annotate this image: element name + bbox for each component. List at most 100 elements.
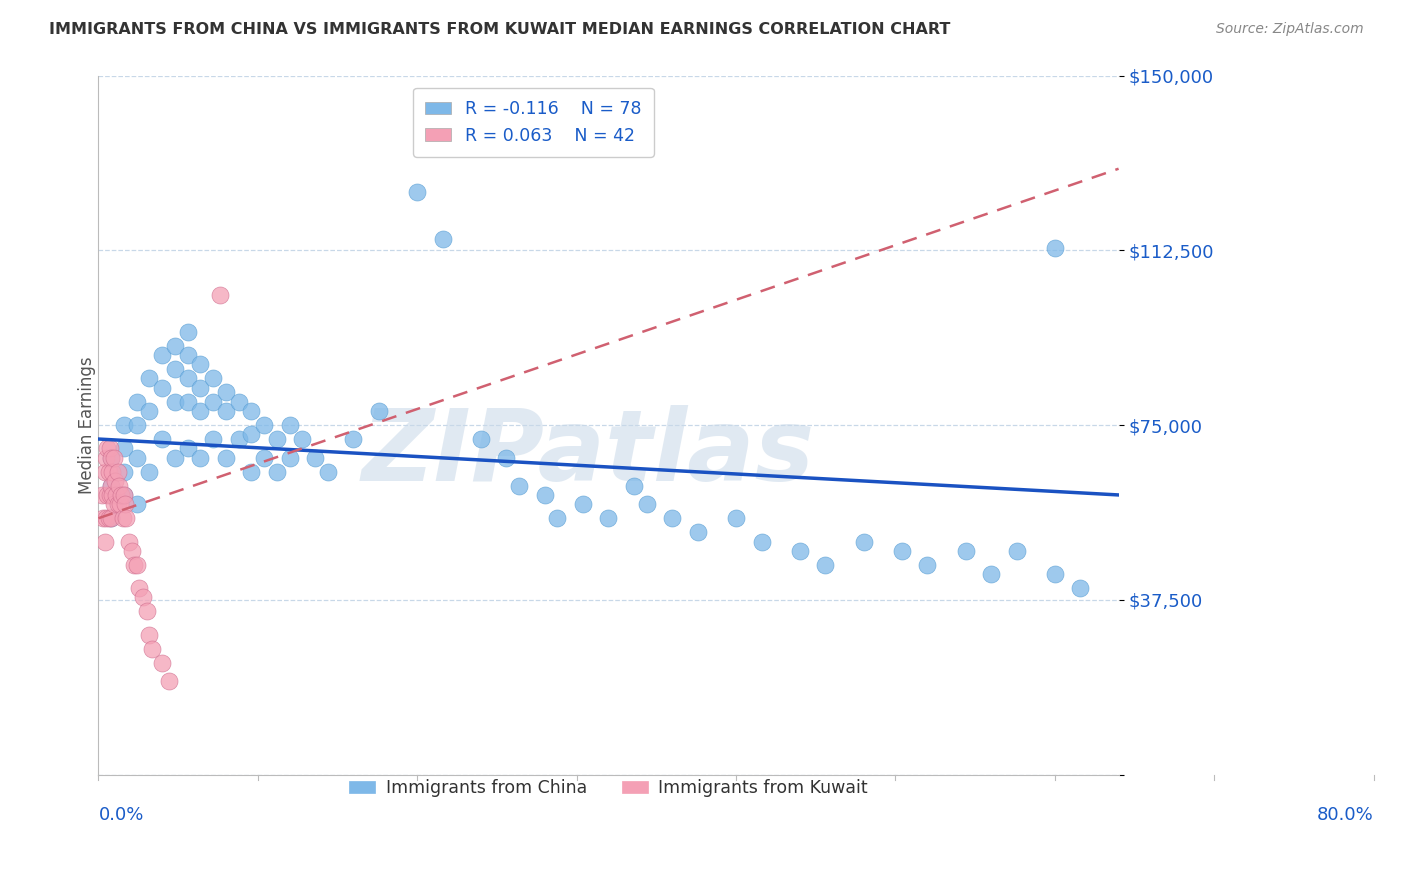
- Point: [125, 450, 148, 465]
- Point: [368, 404, 391, 418]
- Point: [138, 628, 160, 642]
- Point: [163, 450, 186, 465]
- Point: [103, 450, 125, 465]
- Point: [190, 358, 212, 372]
- Point: [572, 497, 595, 511]
- Point: [176, 371, 198, 385]
- Text: 80.0%: 80.0%: [1317, 806, 1374, 824]
- Text: Source: ZipAtlas.com: Source: ZipAtlas.com: [1216, 22, 1364, 37]
- Point: [111, 511, 134, 525]
- Point: [406, 185, 429, 199]
- Point: [94, 511, 117, 525]
- Point: [176, 442, 198, 456]
- Point: [266, 432, 288, 446]
- Point: [253, 450, 276, 465]
- Y-axis label: Median Earnings: Median Earnings: [79, 356, 96, 494]
- Point: [128, 581, 150, 595]
- Point: [316, 465, 339, 479]
- Point: [141, 641, 163, 656]
- Point: [93, 511, 115, 525]
- Point: [190, 404, 212, 418]
- Point: [104, 474, 127, 488]
- Point: [112, 442, 135, 456]
- Point: [100, 511, 122, 525]
- Point: [533, 488, 555, 502]
- Point: [253, 418, 276, 433]
- Point: [138, 371, 160, 385]
- Point: [202, 371, 225, 385]
- Point: [636, 497, 658, 511]
- Text: IMMIGRANTS FROM CHINA VS IMMIGRANTS FROM KUWAIT MEDIAN EARNINGS CORRELATION CHAR: IMMIGRANTS FROM CHINA VS IMMIGRANTS FROM…: [49, 22, 950, 37]
- Point: [100, 450, 122, 465]
- Point: [115, 511, 138, 525]
- Point: [107, 478, 129, 492]
- Point: [917, 558, 939, 572]
- Point: [163, 339, 186, 353]
- Point: [103, 497, 125, 511]
- Text: 0.0%: 0.0%: [98, 806, 143, 824]
- Point: [138, 465, 160, 479]
- Point: [228, 394, 250, 409]
- Legend: Immigrants from China, Immigrants from Kuwait: Immigrants from China, Immigrants from K…: [342, 772, 875, 805]
- Point: [112, 488, 135, 502]
- Point: [176, 348, 198, 362]
- Point: [98, 442, 121, 456]
- Point: [94, 465, 117, 479]
- Point: [122, 558, 145, 572]
- Point: [132, 591, 155, 605]
- Point: [114, 497, 136, 511]
- Point: [121, 544, 143, 558]
- Point: [97, 511, 120, 525]
- Point: [342, 432, 364, 446]
- Point: [598, 511, 620, 525]
- Point: [150, 432, 173, 446]
- Point: [278, 418, 301, 433]
- Point: [125, 558, 148, 572]
- Point: [470, 432, 492, 446]
- Point: [215, 450, 238, 465]
- Point: [495, 450, 517, 465]
- Point: [980, 567, 1002, 582]
- Point: [852, 534, 875, 549]
- Point: [202, 432, 225, 446]
- Point: [208, 287, 231, 301]
- Point: [814, 558, 837, 572]
- Point: [157, 674, 180, 689]
- Point: [240, 404, 263, 418]
- Point: [686, 525, 709, 540]
- Point: [98, 488, 121, 502]
- Point: [304, 450, 326, 465]
- Point: [661, 511, 683, 525]
- Point: [163, 394, 186, 409]
- Point: [176, 394, 198, 409]
- Point: [789, 544, 811, 558]
- Point: [112, 418, 135, 433]
- Point: [125, 497, 148, 511]
- Point: [100, 478, 122, 492]
- Point: [202, 394, 225, 409]
- Point: [150, 348, 173, 362]
- Point: [751, 534, 773, 549]
- Text: ZIPatlas: ZIPatlas: [361, 404, 814, 501]
- Point: [91, 488, 114, 502]
- Point: [110, 488, 132, 502]
- Point: [278, 450, 301, 465]
- Point: [107, 497, 129, 511]
- Point: [112, 465, 135, 479]
- Point: [101, 488, 124, 502]
- Point: [190, 381, 212, 395]
- Point: [96, 442, 118, 456]
- Point: [150, 656, 173, 670]
- Point: [291, 432, 314, 446]
- Point: [724, 511, 747, 525]
- Point: [190, 450, 212, 465]
- Point: [100, 511, 122, 525]
- Point: [215, 404, 238, 418]
- Point: [955, 544, 977, 558]
- Point: [240, 465, 263, 479]
- Point: [100, 450, 122, 465]
- Point: [1069, 581, 1091, 595]
- Point: [1043, 241, 1066, 255]
- Point: [100, 478, 122, 492]
- Point: [546, 511, 568, 525]
